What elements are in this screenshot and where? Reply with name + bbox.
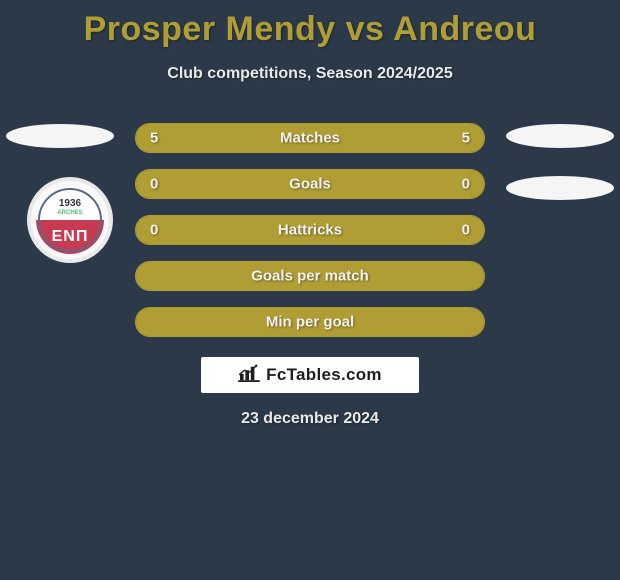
player-left-photo-placeholder	[6, 124, 114, 148]
generation-date: 23 december 2024	[241, 410, 379, 428]
comparison-row: 0 Goals 0	[135, 169, 485, 199]
row-value-right: 0	[462, 176, 470, 193]
row-value-right: 5	[462, 130, 470, 147]
comparison-row: Goals per match	[135, 261, 485, 291]
brand-chart-icon	[238, 364, 260, 387]
page-title: Prosper Mendy vs Andreou	[0, 0, 620, 49]
row-value-left: 5	[150, 130, 158, 147]
row-value-left: 0	[150, 222, 158, 239]
comparison-row: 0 Hattricks 0	[135, 215, 485, 245]
left-club-logo: 1936 ARCHES ENΠ	[27, 177, 113, 263]
row-value-left: 0	[150, 176, 158, 193]
row-value-right: 0	[462, 222, 470, 239]
club-small-text: ARCHES	[57, 210, 82, 216]
club-year: 1936	[59, 198, 81, 209]
player-right-photo-placeholder	[506, 124, 614, 148]
row-label: Goals	[289, 176, 331, 193]
row-label: Matches	[280, 130, 340, 147]
row-fill-right	[310, 170, 484, 198]
row-fill-left	[136, 170, 310, 198]
brand-badge: FcTables.com	[201, 357, 419, 393]
comparison-rows: 5 Matches 5 0 Goals 0 0 Hattricks 0 Goals per mat…	[135, 123, 485, 353]
row-label: Hattricks	[278, 222, 342, 239]
comparison-row: 5 Matches 5	[135, 123, 485, 153]
brand-text: FcTables.com	[266, 365, 382, 385]
comparison-row: Min per goal	[135, 307, 485, 337]
right-club-logo-placeholder	[506, 176, 614, 200]
club-abbrev: ENΠ	[36, 220, 104, 254]
row-label: Goals per match	[251, 268, 369, 285]
page-subtitle: Club competitions, Season 2024/2025	[0, 65, 620, 83]
row-label: Min per goal	[266, 314, 354, 331]
